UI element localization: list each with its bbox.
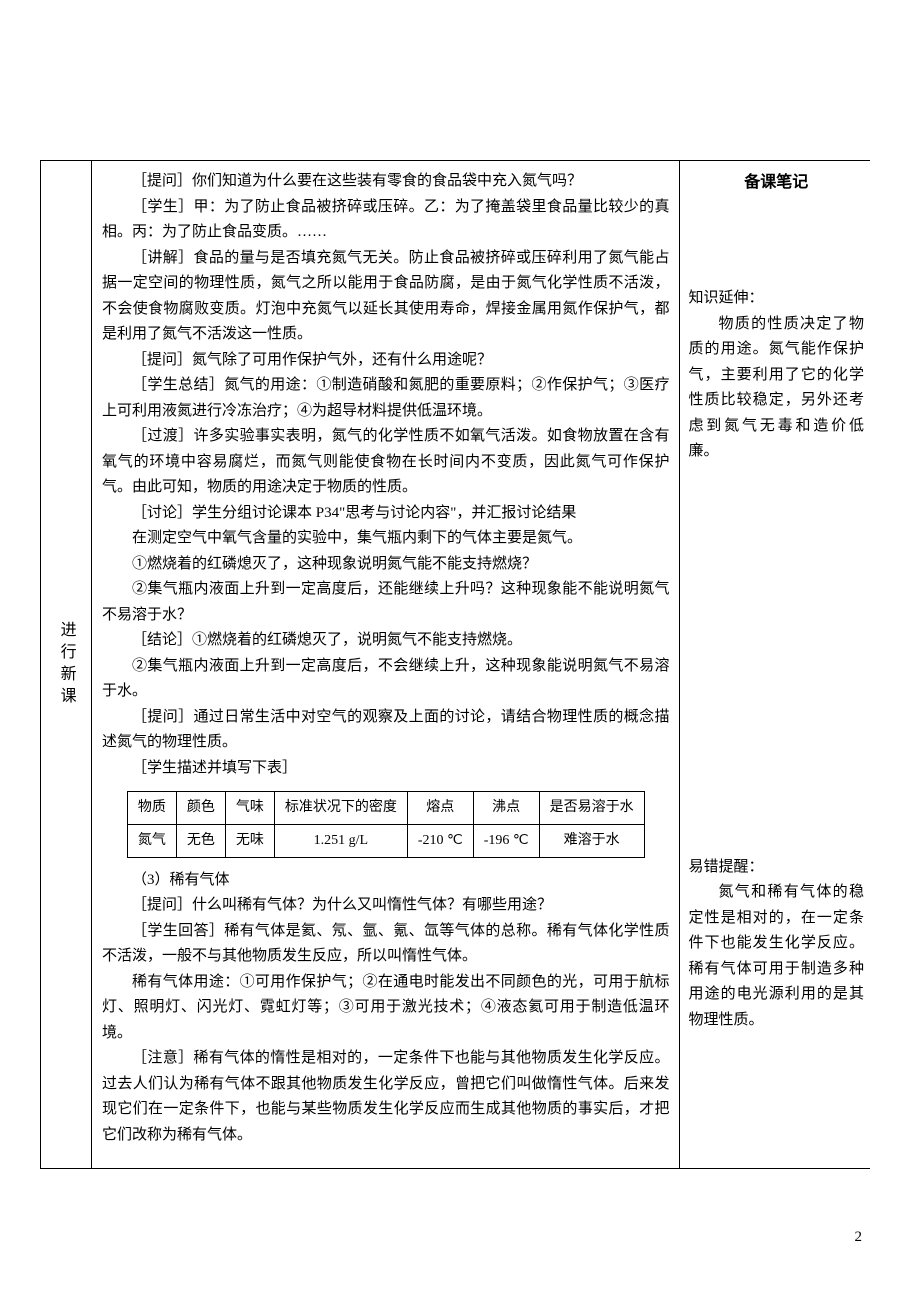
paragraph: ［学生总结］氮气的用途：①制造硝酸和氮肥的重要原料；②作保护气；③医疗上可利用液…	[102, 373, 669, 424]
notes-title: 备课笔记	[688, 169, 864, 196]
lesson-content: ［提问］你们知道为什么要在这些装有零食的食品袋中充入氮气吗？ ［学生］甲：为了防…	[92, 160, 680, 1169]
notes-column: 备课笔记 知识延伸： 物质的性质决定了物质的用途。氮气能作保护气，主要利用了它的…	[680, 160, 870, 1169]
paragraph: ［学生回答］稀有气体是氦、氖、氩、氪、氙等气体的总称。稀有气体化学性质不活泼，一…	[102, 919, 669, 970]
table-cell: 氮气	[127, 824, 176, 857]
paragraph: ②集气瓶内液面上升到一定高度后，还能继续上升吗？这种现象能不能说明氮气不易溶于水…	[102, 577, 669, 628]
table-cell: 难溶于水	[539, 824, 644, 857]
paragraph: ［学生描述并填写下表］	[102, 756, 669, 782]
notes-block: 易错提醒： 氮气和稀有气体的稳定性是相对的，在一定条件下也能发生化学反应。稀有气…	[688, 855, 864, 1034]
table-header: 是否易溶于水	[539, 792, 644, 825]
table-header: 物质	[127, 792, 176, 825]
table-header-row: 物质 颜色 气味 标准状况下的密度 熔点 沸点 是否易溶于水	[127, 792, 644, 825]
table-header: 标准状况下的密度	[274, 792, 407, 825]
table-cell: -210 ℃	[407, 824, 473, 857]
table-header: 气味	[225, 792, 274, 825]
section-label-text: 进行新课	[52, 621, 79, 709]
table-header: 熔点	[407, 792, 473, 825]
spacer	[688, 485, 864, 855]
table-cell: -196 ℃	[473, 824, 539, 857]
notes-block: 知识延伸： 物质的性质决定了物质的用途。氮气能作保护气，主要利用了它的化学性质比…	[688, 286, 864, 465]
table-cell: 1.251 g/L	[274, 824, 407, 857]
table-cell: 无味	[225, 824, 274, 857]
paragraph: ［提问］通过日常生活中对空气的观察及上面的讨论，请结合物理性质的概念描述氮气的物…	[102, 705, 669, 756]
paragraph: ［过渡］许多实验事实表明，氮气的化学性质不如氧气活泼。如食物放置在含有氧气的环境…	[102, 424, 669, 501]
paragraph: ［提问］氮气除了可用作保护气外，还有什么用途呢？	[102, 348, 669, 374]
section-label: 进行新课	[40, 160, 92, 1169]
paragraph: ［结论］①燃烧着的红磷熄灭了，说明氮气不能支持燃烧。	[102, 628, 669, 654]
paragraph: ①燃烧着的红磷熄灭了，这种现象说明氮气能不能支持燃烧？	[102, 552, 669, 578]
paragraph: ［注意］稀有气体的惰性是相对的，一定条件下也能与其他物质发生化学反应。过去人们认…	[102, 1046, 669, 1148]
page-number: 2	[855, 1225, 863, 1251]
paragraph: ［讲解］食品的量与是否填充氮气无关。防止食品被挤碎或压碎利用了氮气能占据一定空间…	[102, 246, 669, 348]
notes-label: 易错提醒：	[688, 855, 864, 881]
table-cell: 无色	[176, 824, 225, 857]
paragraph: ［讨论］学生分组讨论课本 P34"思考与讨论内容"，并汇报讨论结果	[102, 501, 669, 527]
notes-body: 氮气和稀有气体的稳定性是相对的，在一定条件下也能发生化学反应。稀有气体可用于制造…	[688, 880, 864, 1033]
paragraph: ［提问］你们知道为什么要在这些装有零食的食品袋中充入氮气吗？	[102, 169, 669, 195]
table-row: 氮气 无色 无味 1.251 g/L -210 ℃ -196 ℃ 难溶于水	[127, 824, 644, 857]
nitrogen-properties-table: 物质 颜色 气味 标准状况下的密度 熔点 沸点 是否易溶于水 氮气 无色 无味 …	[127, 791, 645, 858]
paragraph: 在测定空气中氧气含量的实验中，集气瓶内剩下的气体主要是氮气。	[102, 526, 669, 552]
paragraph: ［学生］甲：为了防止食品被挤碎或压碎。乙：为了掩盖袋里食品量比较少的真相。丙：为…	[102, 195, 669, 246]
table-header: 颜色	[176, 792, 225, 825]
paragraph: ②集气瓶内液面上升到一定高度后，不会继续上升，这种现象能说明氮气不易溶于水。	[102, 654, 669, 705]
notes-body: 物质的性质决定了物质的用途。氮气能作保护气，主要利用了它的化学性质比较稳定，另外…	[688, 312, 864, 465]
table-header: 沸点	[473, 792, 539, 825]
paragraph: ［提问］什么叫稀有气体？为什么又叫惰性气体？有哪些用途？	[102, 893, 669, 919]
notes-label: 知识延伸：	[688, 286, 864, 312]
paragraph: （3）稀有气体	[102, 868, 669, 894]
paragraph: 稀有气体用途：①可用作保护气；②在通电时能发出不同颜色的光，可用于航标灯、照明灯…	[102, 970, 669, 1047]
